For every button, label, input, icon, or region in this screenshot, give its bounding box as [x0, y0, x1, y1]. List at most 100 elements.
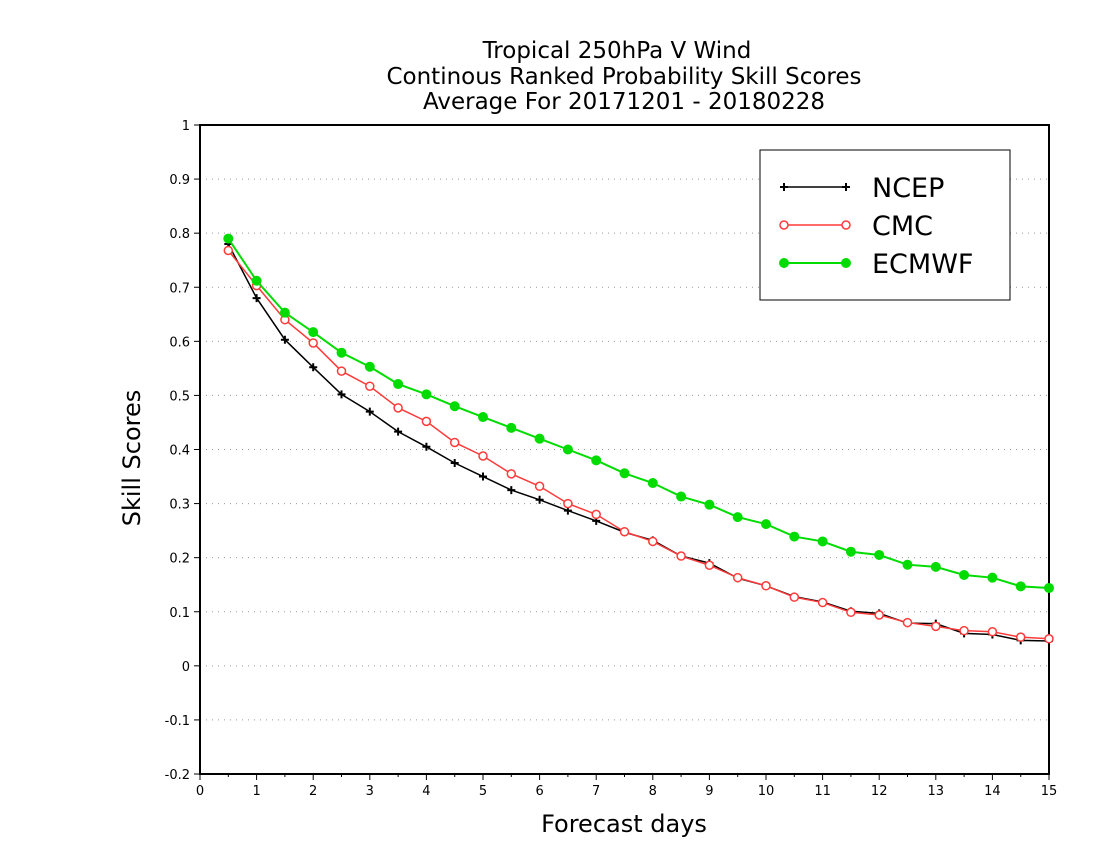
ecmwf-point — [449, 401, 460, 412]
ecmwf-point — [1015, 581, 1026, 592]
cmc-point — [817, 597, 828, 608]
x-tick-label: 14 — [984, 784, 1001, 799]
ncep-point — [535, 495, 544, 504]
ncep-point — [337, 390, 346, 399]
ecmwf-point — [251, 275, 262, 286]
y-tick-label: 0.1 — [169, 606, 190, 621]
x-tick-label: 13 — [928, 784, 945, 799]
legend-item-cmc: CMC — [779, 211, 933, 242]
ecmwf-point — [647, 478, 658, 489]
cmc-point — [902, 617, 913, 628]
ecmwf-point — [619, 468, 630, 479]
cmc-point — [789, 592, 800, 602]
y-tick-label: -0.2 — [165, 768, 190, 783]
legend-marker — [842, 183, 850, 191]
y-tick-label: 1 — [182, 119, 190, 134]
cmc-line — [227, 249, 1050, 640]
ncep-point — [507, 486, 516, 495]
series-ecmwf — [223, 233, 1054, 593]
y-tick-label: -0.1 — [165, 714, 190, 729]
legend-marker — [841, 258, 851, 268]
legend-marker — [779, 258, 789, 268]
cmc-point — [1015, 632, 1026, 642]
ncep-point — [309, 363, 318, 372]
ecmwf-point — [506, 422, 517, 433]
cmc-point — [676, 551, 686, 561]
cmc-point — [478, 451, 488, 461]
ncep-point — [394, 427, 403, 436]
y-tick-label: 0.8 — [169, 227, 190, 242]
ecmwf-point — [732, 512, 743, 523]
legend-item-ncep: NCEP — [780, 173, 944, 204]
x-tick-label: 3 — [366, 784, 374, 799]
ecmwf-point — [845, 546, 856, 557]
cmc-point — [223, 245, 234, 256]
series-ncep — [224, 239, 1053, 645]
ecmwf-point — [817, 536, 828, 547]
x-tick-label: 9 — [705, 784, 713, 799]
x-tick-label: 11 — [814, 784, 831, 799]
cmc-point — [761, 581, 771, 591]
ncep-line — [227, 243, 1050, 642]
x-axis-ticks: 0 1 2 3 4 5 6 7 8 9 10 11 12 13 14 15 — [196, 774, 1057, 799]
y-tick-label: 0.2 — [169, 552, 190, 567]
y-tick-label: 0 — [182, 660, 190, 675]
ncep-point — [422, 442, 431, 451]
ecmwf-point — [562, 444, 573, 455]
cmc-point — [308, 338, 318, 348]
cmc-point — [846, 607, 856, 618]
x-tick-label: 15 — [1041, 784, 1058, 799]
cmc-point — [563, 498, 573, 509]
ecmwf-point — [308, 327, 319, 338]
ecmwf-point — [478, 412, 488, 423]
cmc-point — [449, 437, 460, 448]
x-tick-label: 7 — [592, 784, 600, 799]
x-tick-label: 12 — [871, 784, 888, 799]
ecmwf-point — [393, 379, 404, 390]
y-tick-label: 0.3 — [169, 498, 190, 513]
cmc-point — [336, 366, 347, 376]
legend-marker — [780, 183, 788, 191]
cmc-point — [393, 403, 403, 413]
legend: NCEP CMC ECMWF — [759, 149, 1011, 301]
y-tick-label: 0.6 — [169, 335, 190, 350]
ecmwf-point — [987, 572, 998, 583]
x-tick-label: 5 — [479, 784, 487, 799]
x-tick-label: 2 — [309, 784, 317, 799]
legend-marker — [841, 220, 851, 230]
ecmwf-point — [930, 561, 941, 572]
ncep-point — [252, 294, 261, 303]
ecmwf-point — [789, 531, 800, 542]
cmc-point — [648, 536, 658, 547]
x-tick-label: 6 — [535, 784, 543, 799]
ecmwf-point — [364, 361, 375, 372]
title-line-1: Tropical 250hPa V Wind — [482, 38, 752, 64]
y-tick-label: 0.5 — [169, 389, 190, 404]
x-tick-label: 10 — [758, 784, 775, 799]
cmc-point — [1044, 634, 1054, 644]
ecmwf-point — [902, 559, 913, 570]
ecmwf-point — [279, 307, 290, 318]
title-line-3: Average For 20171201 - 20180228 — [423, 89, 825, 115]
ecmwf-point — [223, 233, 234, 244]
ecmwf-point — [336, 347, 347, 358]
y-tick-label: 0.4 — [169, 444, 190, 459]
cmc-point — [987, 627, 998, 637]
ecmwf-point — [704, 499, 715, 510]
y-axis-ticks: -0.2 -0.1 0 0.1 0.2 0.3 0.4 0.5 0.6 0.7 0.8 0.9 1 — [165, 119, 200, 783]
ecmwf-point — [591, 455, 602, 466]
cmc-point — [931, 621, 941, 632]
ncep-point — [479, 472, 487, 481]
legend-label: NCEP — [872, 173, 944, 204]
x-tick-label: 0 — [196, 784, 204, 799]
cmc-point — [421, 416, 432, 427]
ncep-point — [280, 335, 289, 344]
cmc-point — [506, 469, 517, 479]
ecmwf-point — [534, 433, 545, 444]
x-axis-label: Forecast days — [541, 810, 707, 838]
y-axis-label: Skill Scores — [118, 390, 146, 527]
cmc-point — [959, 625, 969, 636]
cmc-point — [591, 509, 601, 520]
cmc-point — [704, 560, 715, 570]
